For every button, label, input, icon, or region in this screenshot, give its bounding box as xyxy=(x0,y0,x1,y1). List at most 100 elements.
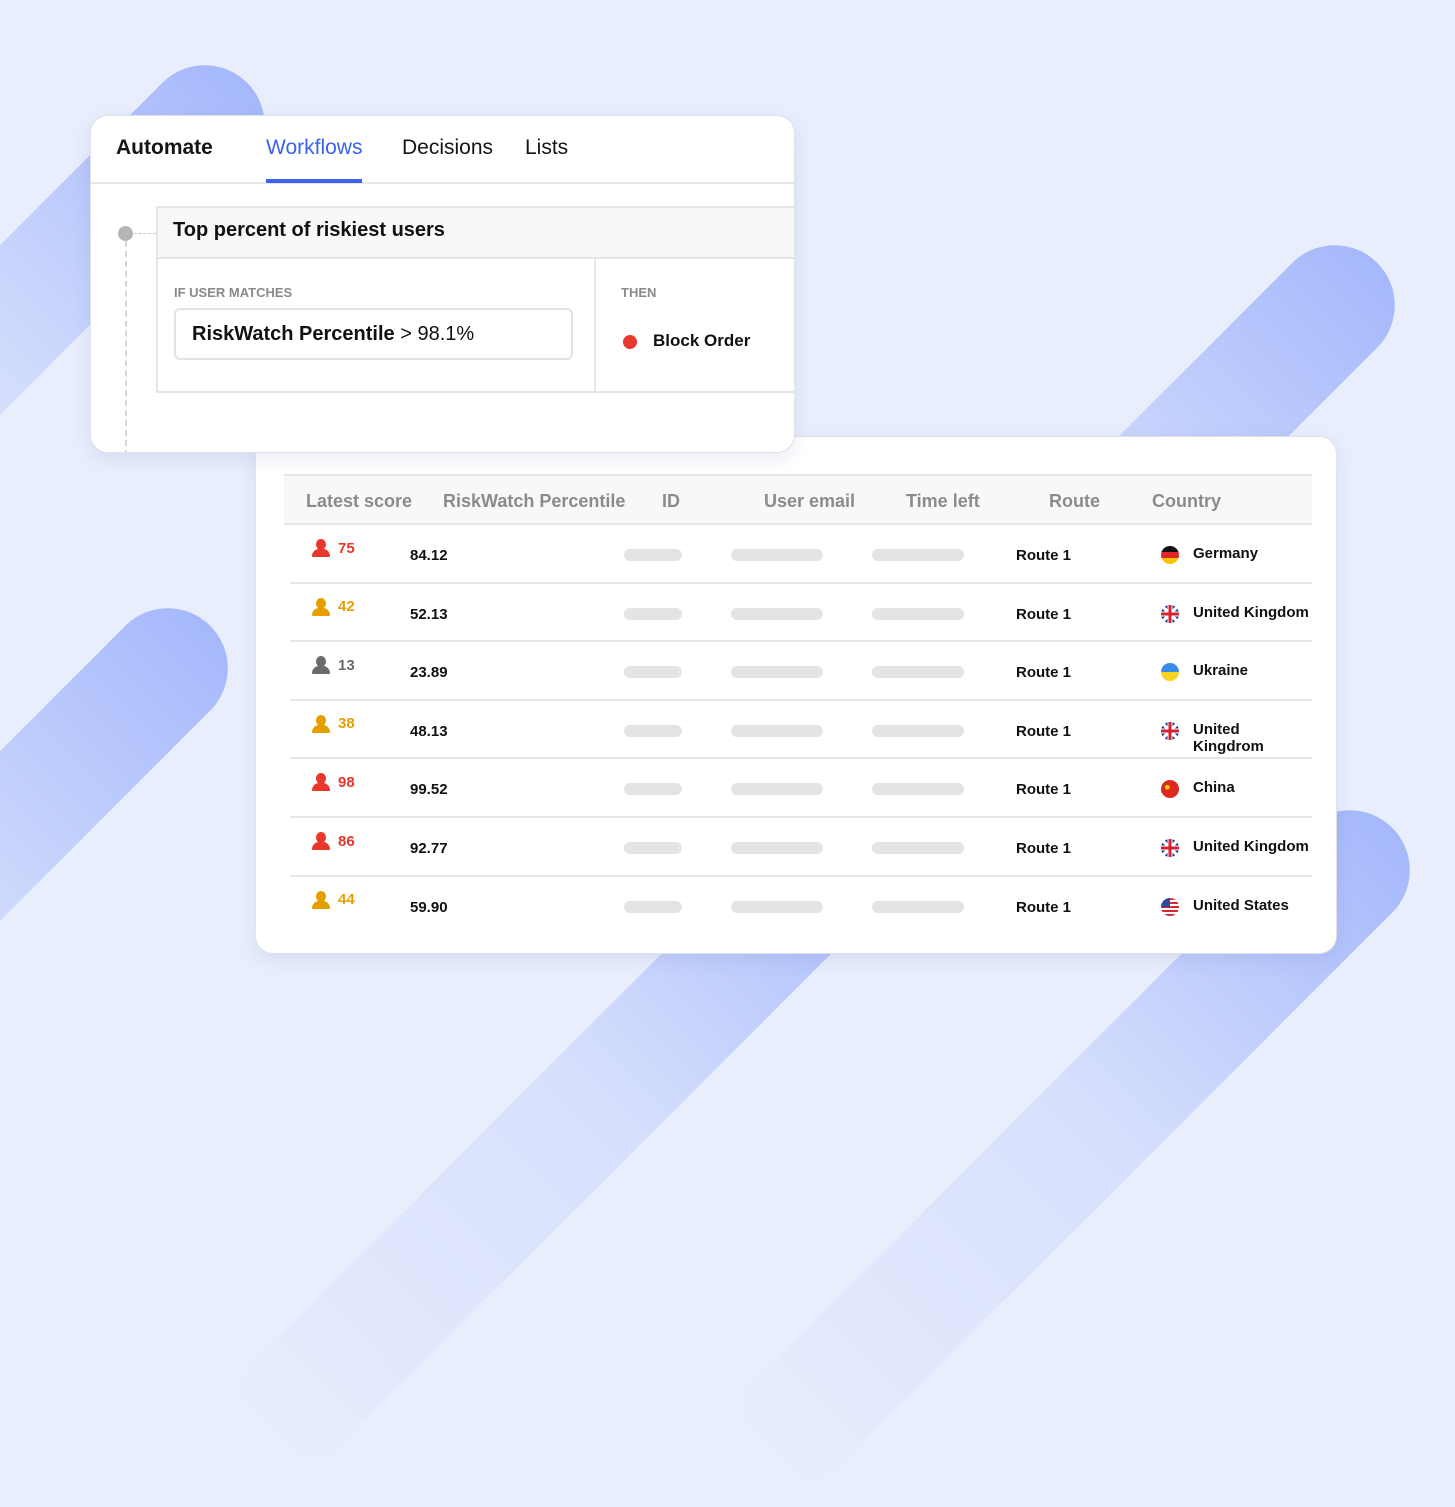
user-icon xyxy=(312,773,330,792)
connector-line xyxy=(134,233,156,234)
percentile-value: 48.13 xyxy=(410,722,448,740)
flag-gb-icon xyxy=(1161,721,1179,740)
table-row[interactable]: 86 92.77 Route 1 United Kingdom xyxy=(290,818,1312,877)
email-placeholder xyxy=(731,549,823,561)
tab-bar: Automate Workflows Decisions Lists xyxy=(91,116,794,184)
then-label: THEN xyxy=(621,285,657,300)
score-value: 44 xyxy=(338,891,355,909)
route-value: Route 1 xyxy=(1016,781,1072,799)
country-value: United States xyxy=(1193,896,1289,914)
id-placeholder xyxy=(624,607,682,620)
time-left-placeholder xyxy=(872,783,964,796)
score-badge: 38 xyxy=(312,714,355,733)
table-row[interactable]: 38 48.13 Route 1 United Kingdrom xyxy=(290,701,1312,760)
header-user-email[interactable]: User email xyxy=(764,491,856,511)
percentile-value: 84.12 xyxy=(410,547,448,564)
timeline-line xyxy=(125,241,127,452)
score-value: 86 xyxy=(338,832,355,850)
tab-workflows[interactable]: Workflows xyxy=(266,136,363,183)
user-icon xyxy=(312,890,330,909)
score-badge: 75 xyxy=(312,539,355,557)
route-value: Route 1 xyxy=(1016,605,1072,623)
header-percentile[interactable]: RiskWatch Percentile xyxy=(443,491,626,511)
score-value: 42 xyxy=(338,598,355,616)
id-placeholder xyxy=(624,724,682,737)
header-country[interactable]: Country xyxy=(1152,491,1221,511)
brand-title: Automate xyxy=(116,136,213,159)
route-value: Route 1 xyxy=(1016,547,1072,564)
score-value: 75 xyxy=(338,539,355,557)
header-route[interactable]: Route xyxy=(1049,491,1100,511)
score-value: 38 xyxy=(338,715,355,733)
table-row[interactable]: 44 59.90 Route 1 United States xyxy=(290,877,1312,936)
if-label: IF USER MATCHES xyxy=(174,285,293,300)
table-row[interactable]: 42 52.13 Route 1 United Kingdom xyxy=(290,584,1312,643)
score-badge: 44 xyxy=(312,890,355,909)
score-badge: 86 xyxy=(312,832,355,850)
country-value: China xyxy=(1193,779,1235,797)
action-label[interactable]: Block Order xyxy=(653,331,751,350)
percentile-value: 59.90 xyxy=(410,898,448,916)
table-row[interactable]: 98 99.52 Route 1 China xyxy=(290,759,1312,818)
score-value: 13 xyxy=(338,656,355,674)
condition-input[interactable]: RiskWatch Percentile > 98.1% xyxy=(174,308,573,360)
header-time-left[interactable]: Time left xyxy=(906,491,980,511)
email-placeholder xyxy=(731,607,823,620)
red-dot-icon xyxy=(623,335,637,349)
condition-operator: > xyxy=(400,323,412,345)
score-badge: 13 xyxy=(312,656,355,675)
workflow-card: Automate Workflows Decisions Lists Top p… xyxy=(90,115,795,453)
country-value: United Kingdom xyxy=(1193,603,1309,621)
percentile-value: 99.52 xyxy=(410,781,448,799)
time-left-placeholder xyxy=(872,549,964,561)
email-placeholder xyxy=(731,666,823,679)
id-placeholder xyxy=(624,666,682,679)
table-row[interactable]: 75 84.12 Route 1 Germany xyxy=(290,525,1312,584)
flag-de-icon xyxy=(1161,546,1179,564)
email-placeholder xyxy=(731,783,823,796)
percentile-value: 23.89 xyxy=(410,664,448,682)
condition-field: RiskWatch Percentile xyxy=(192,323,395,345)
country-value: United Kingdom xyxy=(1193,838,1309,855)
timeline-node xyxy=(118,226,133,241)
country-value: Germany xyxy=(1193,545,1259,562)
users-table-card: Latest score RiskWatch Percentile ID Use… xyxy=(255,436,1337,954)
route-value: Route 1 xyxy=(1016,722,1072,740)
action-section: THEN Block Order xyxy=(598,259,794,391)
score-badge: 42 xyxy=(312,597,355,616)
flag-ua-icon xyxy=(1161,663,1179,682)
header-id[interactable]: ID xyxy=(662,491,680,511)
percentile-value: 52.13 xyxy=(410,605,448,623)
id-placeholder xyxy=(624,549,682,561)
country-value: United Kingdrom xyxy=(1193,720,1264,755)
user-icon xyxy=(312,597,330,616)
time-left-placeholder xyxy=(872,724,964,737)
percentile-value: 92.77 xyxy=(410,840,448,857)
table-row[interactable]: 13 23.89 Route 1 Ukraine xyxy=(290,642,1312,701)
email-placeholder xyxy=(731,724,823,737)
condition-value: 98.1% xyxy=(417,323,475,345)
tab-decisions[interactable]: Decisions xyxy=(402,136,494,159)
time-left-placeholder xyxy=(872,842,964,854)
flag-gb-icon xyxy=(1161,604,1179,623)
tab-lists[interactable]: Lists xyxy=(525,136,569,159)
user-icon xyxy=(312,656,330,675)
flag-us-icon xyxy=(1161,897,1179,916)
score-badge: 98 xyxy=(312,773,355,792)
id-placeholder xyxy=(624,900,682,913)
email-placeholder xyxy=(731,900,823,913)
id-placeholder xyxy=(624,842,682,854)
user-icon xyxy=(312,539,330,557)
score-value: 98 xyxy=(338,773,355,791)
time-left-placeholder xyxy=(872,666,964,679)
country-value: Ukraine xyxy=(1193,662,1249,680)
user-icon xyxy=(312,832,330,850)
rule-block[interactable]: Top percent of riskiest users IF USER MA… xyxy=(156,206,794,393)
user-icon xyxy=(312,714,330,733)
route-value: Route 1 xyxy=(1016,664,1072,682)
time-left-placeholder xyxy=(872,900,964,913)
rule-title: Top percent of riskiest users xyxy=(158,208,794,259)
header-latest-score[interactable]: Latest score xyxy=(306,491,413,511)
email-placeholder xyxy=(731,842,823,854)
decorative-shape xyxy=(0,583,253,1305)
